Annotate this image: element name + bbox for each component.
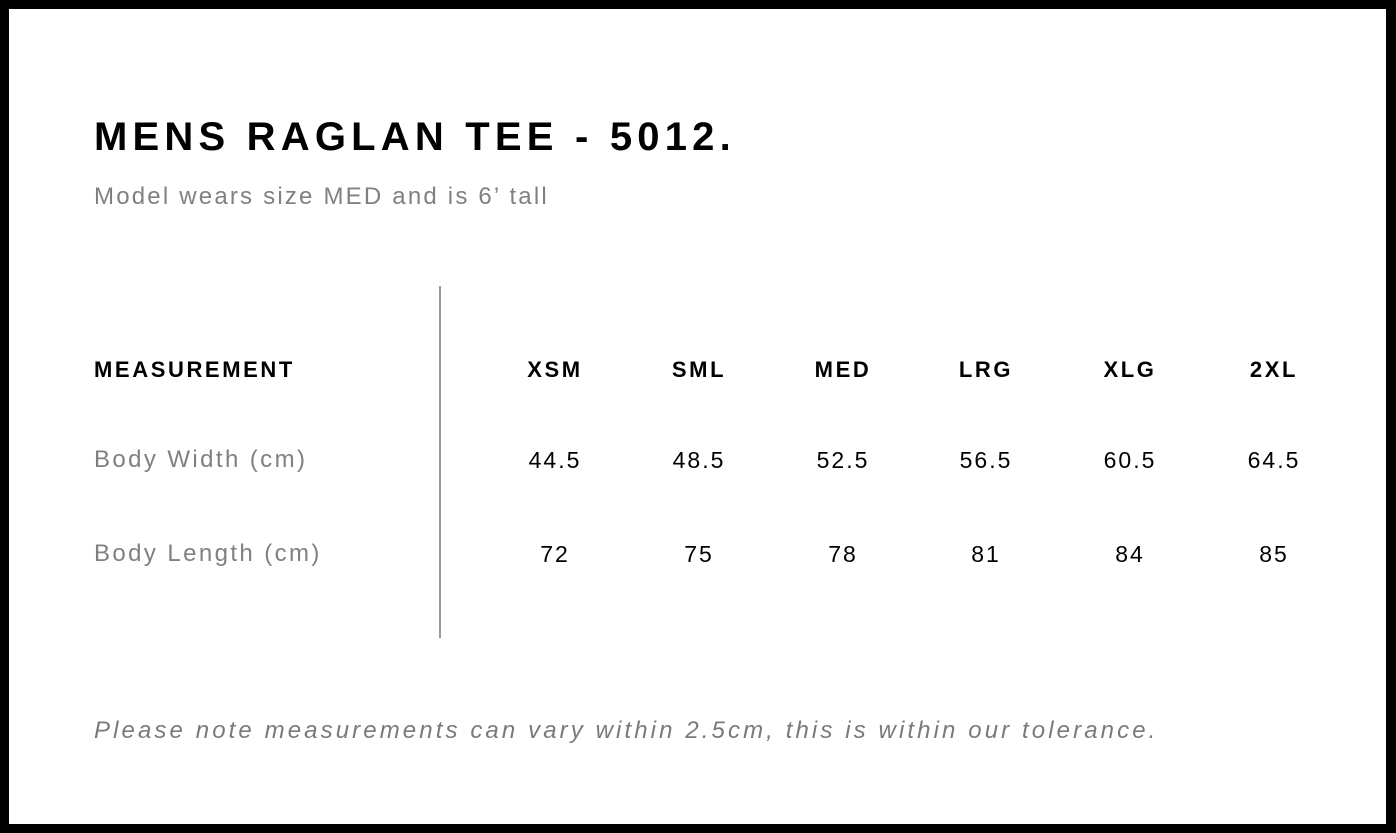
table-cell: 52.5	[816, 447, 870, 473]
size-header-2xl: 2XL	[1249, 357, 1299, 382]
table-cell: 60.5	[1103, 447, 1157, 473]
size-chart-card: MENS RAGLAN TEE - 5012. Model wears size…	[9, 9, 1386, 824]
table-cell: 75	[684, 541, 714, 567]
table-cell: 44.5	[528, 447, 582, 473]
table-cell: 78	[828, 541, 858, 567]
table-cell: 84	[1115, 541, 1145, 567]
table-cell: 64.5	[1247, 447, 1301, 473]
size-header-lrg: LRG	[958, 357, 1014, 382]
size-header-xlg: XLG	[1103, 357, 1157, 382]
subtitle: Model wears size MED and is 6’ tall	[94, 183, 549, 210]
row-label: Body Length (cm)	[94, 540, 322, 567]
table-cell: 56.5	[959, 447, 1013, 473]
table-cell: 81	[971, 541, 1001, 567]
column-divider	[439, 286, 441, 638]
size-header-med: MED	[814, 357, 872, 382]
page-title: MENS RAGLAN TEE - 5012.	[94, 115, 736, 159]
table-cell: 48.5	[672, 447, 726, 473]
table-cell: 72	[540, 541, 570, 567]
measurement-header: MEASUREMENT	[94, 357, 295, 382]
table-cell: 85	[1259, 541, 1289, 567]
row-label: Body Width (cm)	[94, 446, 308, 473]
size-header-xsm: XSM	[527, 357, 583, 382]
size-header-sml: SML	[671, 357, 727, 382]
tolerance-note: Please note measurements can vary within…	[94, 717, 1159, 744]
